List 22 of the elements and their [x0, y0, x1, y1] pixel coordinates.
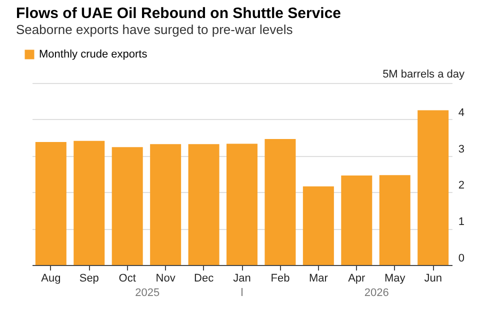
y-tick-label: 5M barrels a day	[382, 68, 465, 80]
x-tick-label: Jan	[233, 272, 251, 284]
x-tick-label: Oct	[118, 272, 136, 284]
x-tick-label: Sep	[79, 272, 99, 284]
text: 2026	[364, 287, 389, 299]
x-tick-label: May	[384, 272, 406, 284]
y-tick-label: 2	[458, 180, 464, 192]
y-tick-label: 3	[458, 143, 464, 156]
x-tick-label: Dec	[194, 272, 214, 284]
x-tick-label: Apr	[348, 272, 366, 284]
x-tick-label: Jun	[424, 272, 442, 284]
y-tick-label: 1	[458, 216, 464, 228]
y-tick-label: 0	[458, 252, 464, 264]
x-tick-label: Aug	[41, 272, 61, 284]
x-tick-label: Feb	[270, 272, 290, 284]
chart-title: Flows of UAE Oil Rebound on Shuttle Service	[16, 5, 342, 22]
x-tick-label: Mar	[308, 272, 328, 284]
x-tick-label: Nov	[156, 272, 176, 284]
text: 2025	[135, 287, 160, 299]
y-tick-label: 4	[458, 106, 464, 119]
legend-label: Monthly crude exports	[39, 48, 148, 60]
chart-subtitle: Seaborne exports have surged to pre-war levels	[16, 22, 294, 37]
